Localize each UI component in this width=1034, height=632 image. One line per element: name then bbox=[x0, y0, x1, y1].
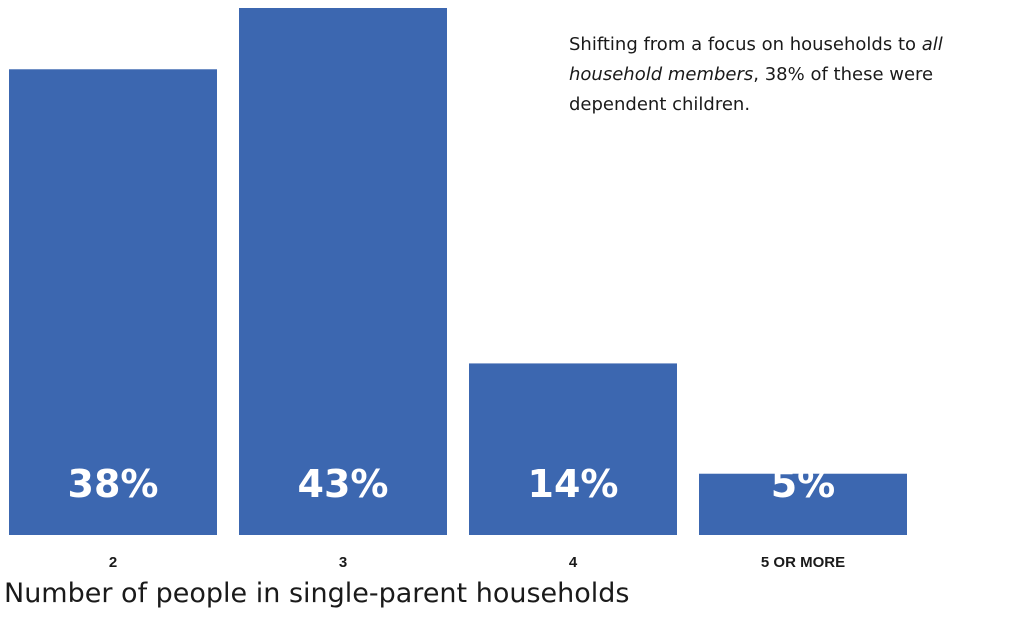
bar-2 bbox=[239, 8, 447, 535]
x-axis-label: Number of people in single-parent househ… bbox=[4, 578, 630, 609]
x-tick-label-1: 2 bbox=[109, 554, 117, 571]
bar-value-label-3: 14% bbox=[528, 462, 619, 506]
bar-value-label-2: 43% bbox=[298, 462, 389, 506]
bar-1 bbox=[9, 69, 217, 536]
bar-4 bbox=[699, 473, 907, 535]
x-tick-labels-group: 2 3 4 5 OR MORE bbox=[109, 554, 845, 571]
chart-annotation: Shifting from a focus on households to a… bbox=[569, 30, 1019, 120]
x-tick-label-3: 4 bbox=[569, 554, 578, 571]
bar-3 bbox=[469, 363, 677, 535]
x-tick-label-4: 5 OR MORE bbox=[761, 554, 845, 571]
bars-group bbox=[9, 8, 907, 536]
bar-value-label-4: 5% bbox=[771, 462, 836, 506]
annotation-text-start: Shifting from a focus on households to bbox=[569, 34, 922, 55]
x-tick-label-2: 3 bbox=[339, 554, 347, 571]
annotation-emphasis: all household members bbox=[569, 34, 943, 85]
annotation-text-end: , 38% of these were dependent children. bbox=[569, 64, 934, 115]
bar-value-label-1: 38% bbox=[68, 462, 159, 506]
value-labels-group: 38% 43% 14% 5% bbox=[68, 462, 836, 506]
